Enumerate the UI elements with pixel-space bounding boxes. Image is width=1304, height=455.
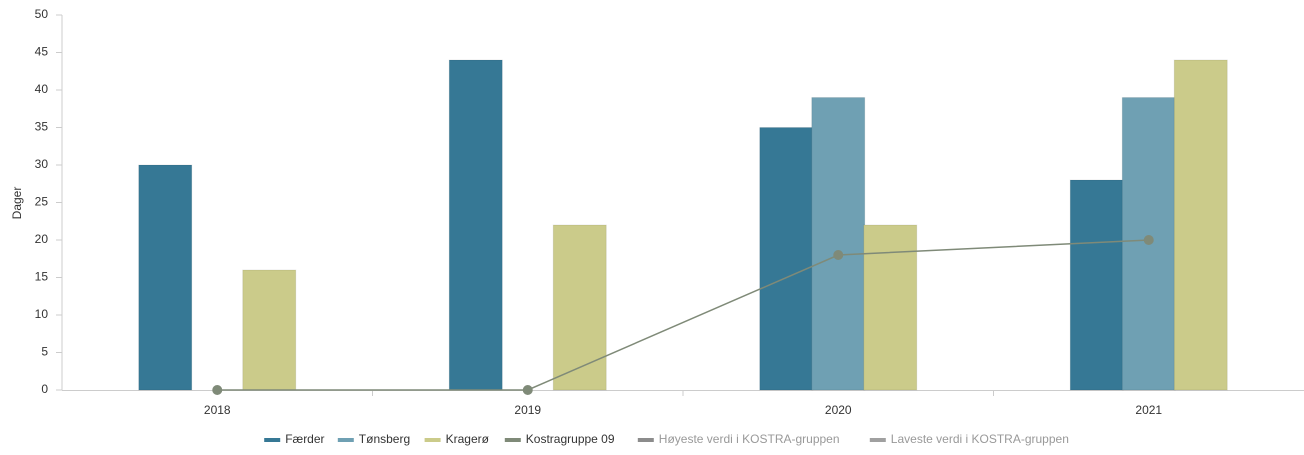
- bar: [552, 224, 607, 391]
- x-tick-label: 2021: [1135, 403, 1162, 417]
- y-axis-label: Dager: [10, 187, 24, 220]
- bar: [811, 97, 866, 391]
- bar: [863, 224, 918, 391]
- y-tick-label: 15: [35, 270, 49, 284]
- line: [217, 239, 1149, 391]
- bar: [1069, 179, 1124, 391]
- legend-label: Kragerø: [446, 432, 490, 446]
- bar: [1173, 59, 1228, 391]
- legend-label: Kostragruppe 09: [526, 432, 615, 446]
- point: [833, 250, 844, 260]
- bar: [138, 164, 193, 391]
- legend-label: Tønsberg: [359, 432, 410, 446]
- point: [1143, 235, 1154, 245]
- y-tick-label: 0: [41, 382, 48, 396]
- y-tick-label: 30: [35, 157, 49, 171]
- y-tick-label: 50: [35, 7, 49, 21]
- y-tick-label: 45: [35, 45, 49, 59]
- y-tick-label: 25: [35, 195, 49, 209]
- y-tick-label: 20: [35, 232, 49, 246]
- x-tick-label: 2019: [514, 403, 541, 417]
- point: [522, 385, 533, 395]
- legend-label: Laveste verdi i KOSTRA-gruppen: [891, 432, 1069, 446]
- y-tick-label: 40: [35, 82, 49, 96]
- legend-label: Høyeste verdi i KOSTRA-gruppen: [659, 432, 840, 446]
- bar: [448, 59, 503, 391]
- point: [212, 385, 223, 395]
- x-tick-label: 2020: [825, 403, 852, 417]
- x-tick-label: 2018: [204, 403, 231, 417]
- y-tick-label: 10: [35, 307, 49, 321]
- y-tick-label: 35: [35, 120, 49, 134]
- bar: [759, 127, 814, 391]
- legend-label: Færder: [285, 432, 324, 446]
- y-tick-label: 5: [41, 345, 48, 359]
- bar: [242, 269, 297, 391]
